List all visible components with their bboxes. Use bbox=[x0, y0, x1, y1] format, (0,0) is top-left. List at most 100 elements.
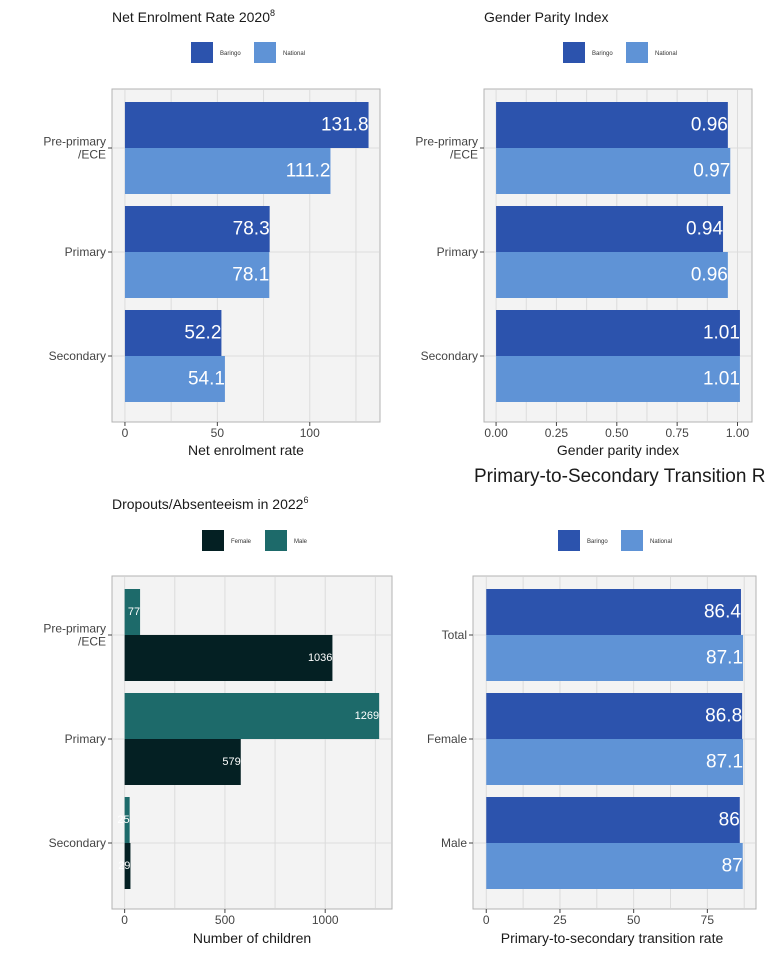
ner-legend-swatch-national bbox=[254, 42, 276, 63]
gpi-bar-label-national-0: 0.97 bbox=[693, 161, 730, 182]
ner-bar-label-baringo-0: 131.8 bbox=[321, 115, 369, 136]
dropouts-category-label-2: Secondary bbox=[49, 836, 106, 850]
gpi-category-label-1: Primary bbox=[437, 245, 478, 259]
transition-legend: Baringo National bbox=[558, 530, 672, 551]
transition-bar-national-0 bbox=[486, 635, 744, 681]
gpi-bar-label-baringo-0: 0.96 bbox=[691, 115, 728, 136]
ner-x-ticks: 0 50 100 bbox=[122, 422, 320, 440]
transition-bar-label-baringo-2: 86 bbox=[719, 810, 740, 831]
dropouts-bar-female-1 bbox=[124, 739, 241, 785]
gpi-legend-swatch-baringo bbox=[563, 42, 585, 63]
gpi-bar-national-1 bbox=[496, 252, 728, 298]
dropouts-bar-label-female-2: 29 bbox=[118, 860, 130, 872]
ner-bar-label-national-2: 54.1 bbox=[188, 369, 225, 390]
gpi-bars: 0.96 0.97 0.94 0.96 1.01 1.01 bbox=[496, 102, 740, 402]
gpi-chart: Gender Parity Index Baringo National 0.9… bbox=[415, 9, 753, 458]
transition-x-tick-label-1: 25 bbox=[553, 913, 567, 927]
ner-category-label-1: Primary bbox=[65, 245, 106, 259]
dropouts-bar-male-1 bbox=[124, 693, 380, 739]
gpi-bar-label-baringo-2: 1.01 bbox=[703, 323, 740, 344]
dropouts-x-tick-label-0: 0 bbox=[121, 913, 128, 927]
transition-chart-title: Primary-to-Secondary Transition R bbox=[474, 466, 765, 487]
dropouts-legend-label-male: Male bbox=[294, 539, 308, 545]
ner-bar-national-2 bbox=[124, 356, 225, 402]
transition-x-tick-label-0: 0 bbox=[483, 913, 490, 927]
transition-x-tick-label-3: 75 bbox=[701, 913, 715, 927]
transition-category-label-0: Total bbox=[442, 628, 467, 642]
dropouts-bar-female-0 bbox=[124, 635, 333, 681]
transition-legend-swatch-baringo bbox=[558, 530, 580, 551]
gpi-category-label-0: Pre-primary/ECE bbox=[415, 135, 478, 162]
transition-x-ticks: 0 25 50 75 bbox=[483, 909, 714, 927]
dropouts-legend-swatch-male bbox=[265, 530, 287, 551]
ner-legend-swatch-baringo bbox=[191, 42, 213, 63]
dropouts-legend-swatch-female bbox=[202, 530, 224, 551]
dropouts-bar-label-female-1: 579 bbox=[222, 756, 240, 768]
transition-bar-label-baringo-0: 86.4 bbox=[704, 602, 741, 623]
gpi-bar-national-0 bbox=[496, 148, 731, 194]
gpi-x-tick-label-4: 1.00 bbox=[726, 426, 750, 440]
ner-bar-label-national-1: 78.1 bbox=[232, 265, 269, 286]
transition-legend-label-national: National bbox=[650, 539, 672, 545]
gpi-legend-label-baringo: Baringo bbox=[592, 51, 613, 57]
dropouts-x-tick-label-1: 500 bbox=[215, 913, 235, 927]
transition-bar-baringo-2 bbox=[486, 797, 740, 843]
gpi-category-labels: Pre-primary/ECE Primary Secondary bbox=[415, 135, 484, 363]
gpi-legend: Baringo National bbox=[563, 42, 677, 63]
dropouts-x-axis-title: Number of children bbox=[193, 930, 311, 946]
gpi-bar-national-2 bbox=[496, 356, 740, 402]
gpi-bar-label-national-1: 0.96 bbox=[691, 265, 728, 286]
transition-bar-label-national-1: 87.1 bbox=[706, 752, 743, 773]
ner-bar-baringo-2 bbox=[124, 310, 222, 356]
dropouts-bar-male-2 bbox=[124, 797, 130, 843]
ner-category-labels: Pre-primary/ECE Primary Secondary bbox=[43, 135, 112, 363]
transition-bar-baringo-1 bbox=[486, 693, 743, 739]
dropouts-category-labels: Pre-primary/ECE Primary Secondary bbox=[43, 622, 112, 850]
transition-category-label-1: Female bbox=[427, 732, 467, 746]
gpi-x-tick-label-1: 0.25 bbox=[545, 426, 569, 440]
gpi-legend-label-national: National bbox=[655, 51, 677, 57]
dropouts-bar-label-male-1: 1269 bbox=[355, 710, 379, 722]
transition-bar-label-baringo-1: 86.8 bbox=[705, 706, 742, 727]
ner-bar-baringo-1 bbox=[124, 206, 270, 252]
ner-bar-baringo-0 bbox=[124, 102, 369, 148]
transition-category-labels: Total Female Male bbox=[427, 628, 473, 850]
gpi-x-tick-label-3: 0.75 bbox=[665, 426, 689, 440]
gpi-x-ticks: 0.00 0.25 0.50 0.75 1.00 bbox=[484, 422, 750, 440]
ner-bar-label-national-0: 111.2 bbox=[286, 161, 331, 182]
transition-legend-label-baringo: Baringo bbox=[587, 539, 608, 545]
ner-chart-title: Net Enrolment Rate 20208 bbox=[112, 8, 275, 25]
transition-bar-baringo-0 bbox=[486, 589, 741, 635]
dropouts-x-ticks: 0 500 1000 bbox=[121, 909, 339, 927]
gpi-category-label-2: Secondary bbox=[421, 349, 478, 363]
dropouts-bar-label-male-0: 77 bbox=[128, 606, 140, 618]
dropouts-category-label-0: Pre-primary/ECE bbox=[43, 622, 106, 649]
transition-bar-national-1 bbox=[486, 739, 744, 785]
transition-chart: Primary-to-Secondary Transition R Baring… bbox=[427, 466, 765, 946]
gpi-legend-swatch-national bbox=[626, 42, 648, 63]
dropouts-chart: Dropouts/Absenteeism in 20226 Female Mal… bbox=[43, 495, 393, 946]
ner-legend: Baringo National bbox=[191, 42, 305, 63]
ner-category-label-2: Secondary bbox=[49, 349, 106, 363]
ner-chart: Net Enrolment Rate 20208 Baringo Nationa… bbox=[43, 8, 381, 458]
ner-x-tick-label-0: 0 bbox=[122, 426, 129, 440]
ner-legend-label-national: National bbox=[283, 51, 305, 57]
gpi-bar-label-national-2: 1.01 bbox=[703, 369, 740, 390]
dropouts-category-label-1: Primary bbox=[65, 732, 106, 746]
dropouts-legend: Female Male bbox=[202, 530, 308, 551]
ner-bar-national-0 bbox=[124, 148, 331, 194]
gpi-x-axis-title: Gender parity index bbox=[557, 442, 679, 458]
dropouts-bar-label-female-0: 1036 bbox=[308, 652, 332, 664]
gpi-bar-baringo-2 bbox=[496, 310, 740, 356]
gpi-bar-baringo-0 bbox=[496, 102, 728, 148]
dropouts-chart-title: Dropouts/Absenteeism in 20226 bbox=[112, 495, 308, 512]
transition-bars: 86.4 87.1 86.8 87.1 86 87 bbox=[486, 589, 744, 889]
dropouts-bar-label-male-2: 25 bbox=[117, 814, 129, 826]
transition-category-label-2: Male bbox=[441, 836, 467, 850]
transition-bar-national-2 bbox=[486, 843, 743, 889]
transition-legend-swatch-national bbox=[621, 530, 643, 551]
dropouts-legend-label-female: Female bbox=[231, 539, 252, 545]
transition-bar-label-national-2: 87 bbox=[722, 856, 743, 877]
gpi-x-tick-label-0: 0.00 bbox=[484, 426, 508, 440]
